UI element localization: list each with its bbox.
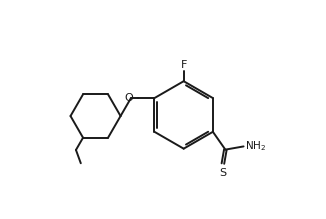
Text: S: S [219,168,227,178]
Text: O: O [124,93,133,103]
Text: F: F [181,60,187,70]
Text: NH$_2$: NH$_2$ [245,140,266,153]
